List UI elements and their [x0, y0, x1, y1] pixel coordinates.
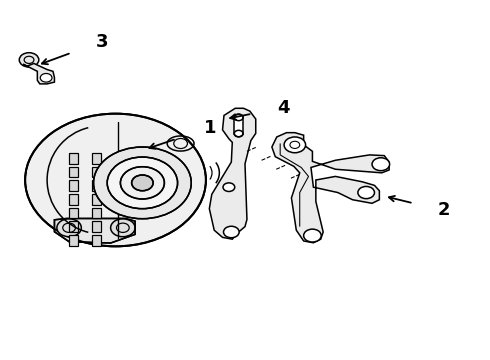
Circle shape: [57, 219, 81, 237]
Polygon shape: [69, 235, 78, 246]
Circle shape: [223, 226, 239, 238]
Polygon shape: [23, 63, 54, 84]
Circle shape: [304, 229, 321, 242]
Circle shape: [121, 167, 164, 199]
Polygon shape: [234, 117, 243, 134]
Circle shape: [223, 183, 235, 192]
Polygon shape: [272, 133, 389, 243]
Circle shape: [132, 175, 153, 191]
Polygon shape: [54, 219, 135, 243]
Polygon shape: [92, 221, 101, 232]
Polygon shape: [69, 221, 78, 232]
Polygon shape: [69, 208, 78, 219]
Circle shape: [372, 158, 390, 171]
Text: 1: 1: [203, 119, 216, 137]
Circle shape: [25, 114, 206, 246]
Circle shape: [290, 141, 300, 148]
Circle shape: [94, 147, 191, 219]
Circle shape: [234, 114, 243, 121]
Polygon shape: [92, 180, 101, 191]
Circle shape: [19, 53, 39, 67]
Polygon shape: [92, 153, 101, 164]
Polygon shape: [92, 167, 101, 177]
Circle shape: [358, 186, 374, 199]
Circle shape: [284, 137, 306, 153]
Text: 4: 4: [277, 99, 289, 117]
Circle shape: [111, 219, 135, 237]
Polygon shape: [92, 235, 101, 246]
Circle shape: [40, 73, 52, 82]
Polygon shape: [69, 167, 78, 177]
Polygon shape: [92, 208, 101, 219]
Text: 2: 2: [438, 202, 450, 220]
Text: 3: 3: [96, 33, 108, 51]
Polygon shape: [92, 194, 101, 205]
Polygon shape: [69, 153, 78, 164]
Polygon shape: [209, 108, 256, 239]
Circle shape: [107, 157, 177, 209]
Polygon shape: [69, 180, 78, 191]
Circle shape: [234, 130, 243, 137]
Polygon shape: [69, 194, 78, 205]
